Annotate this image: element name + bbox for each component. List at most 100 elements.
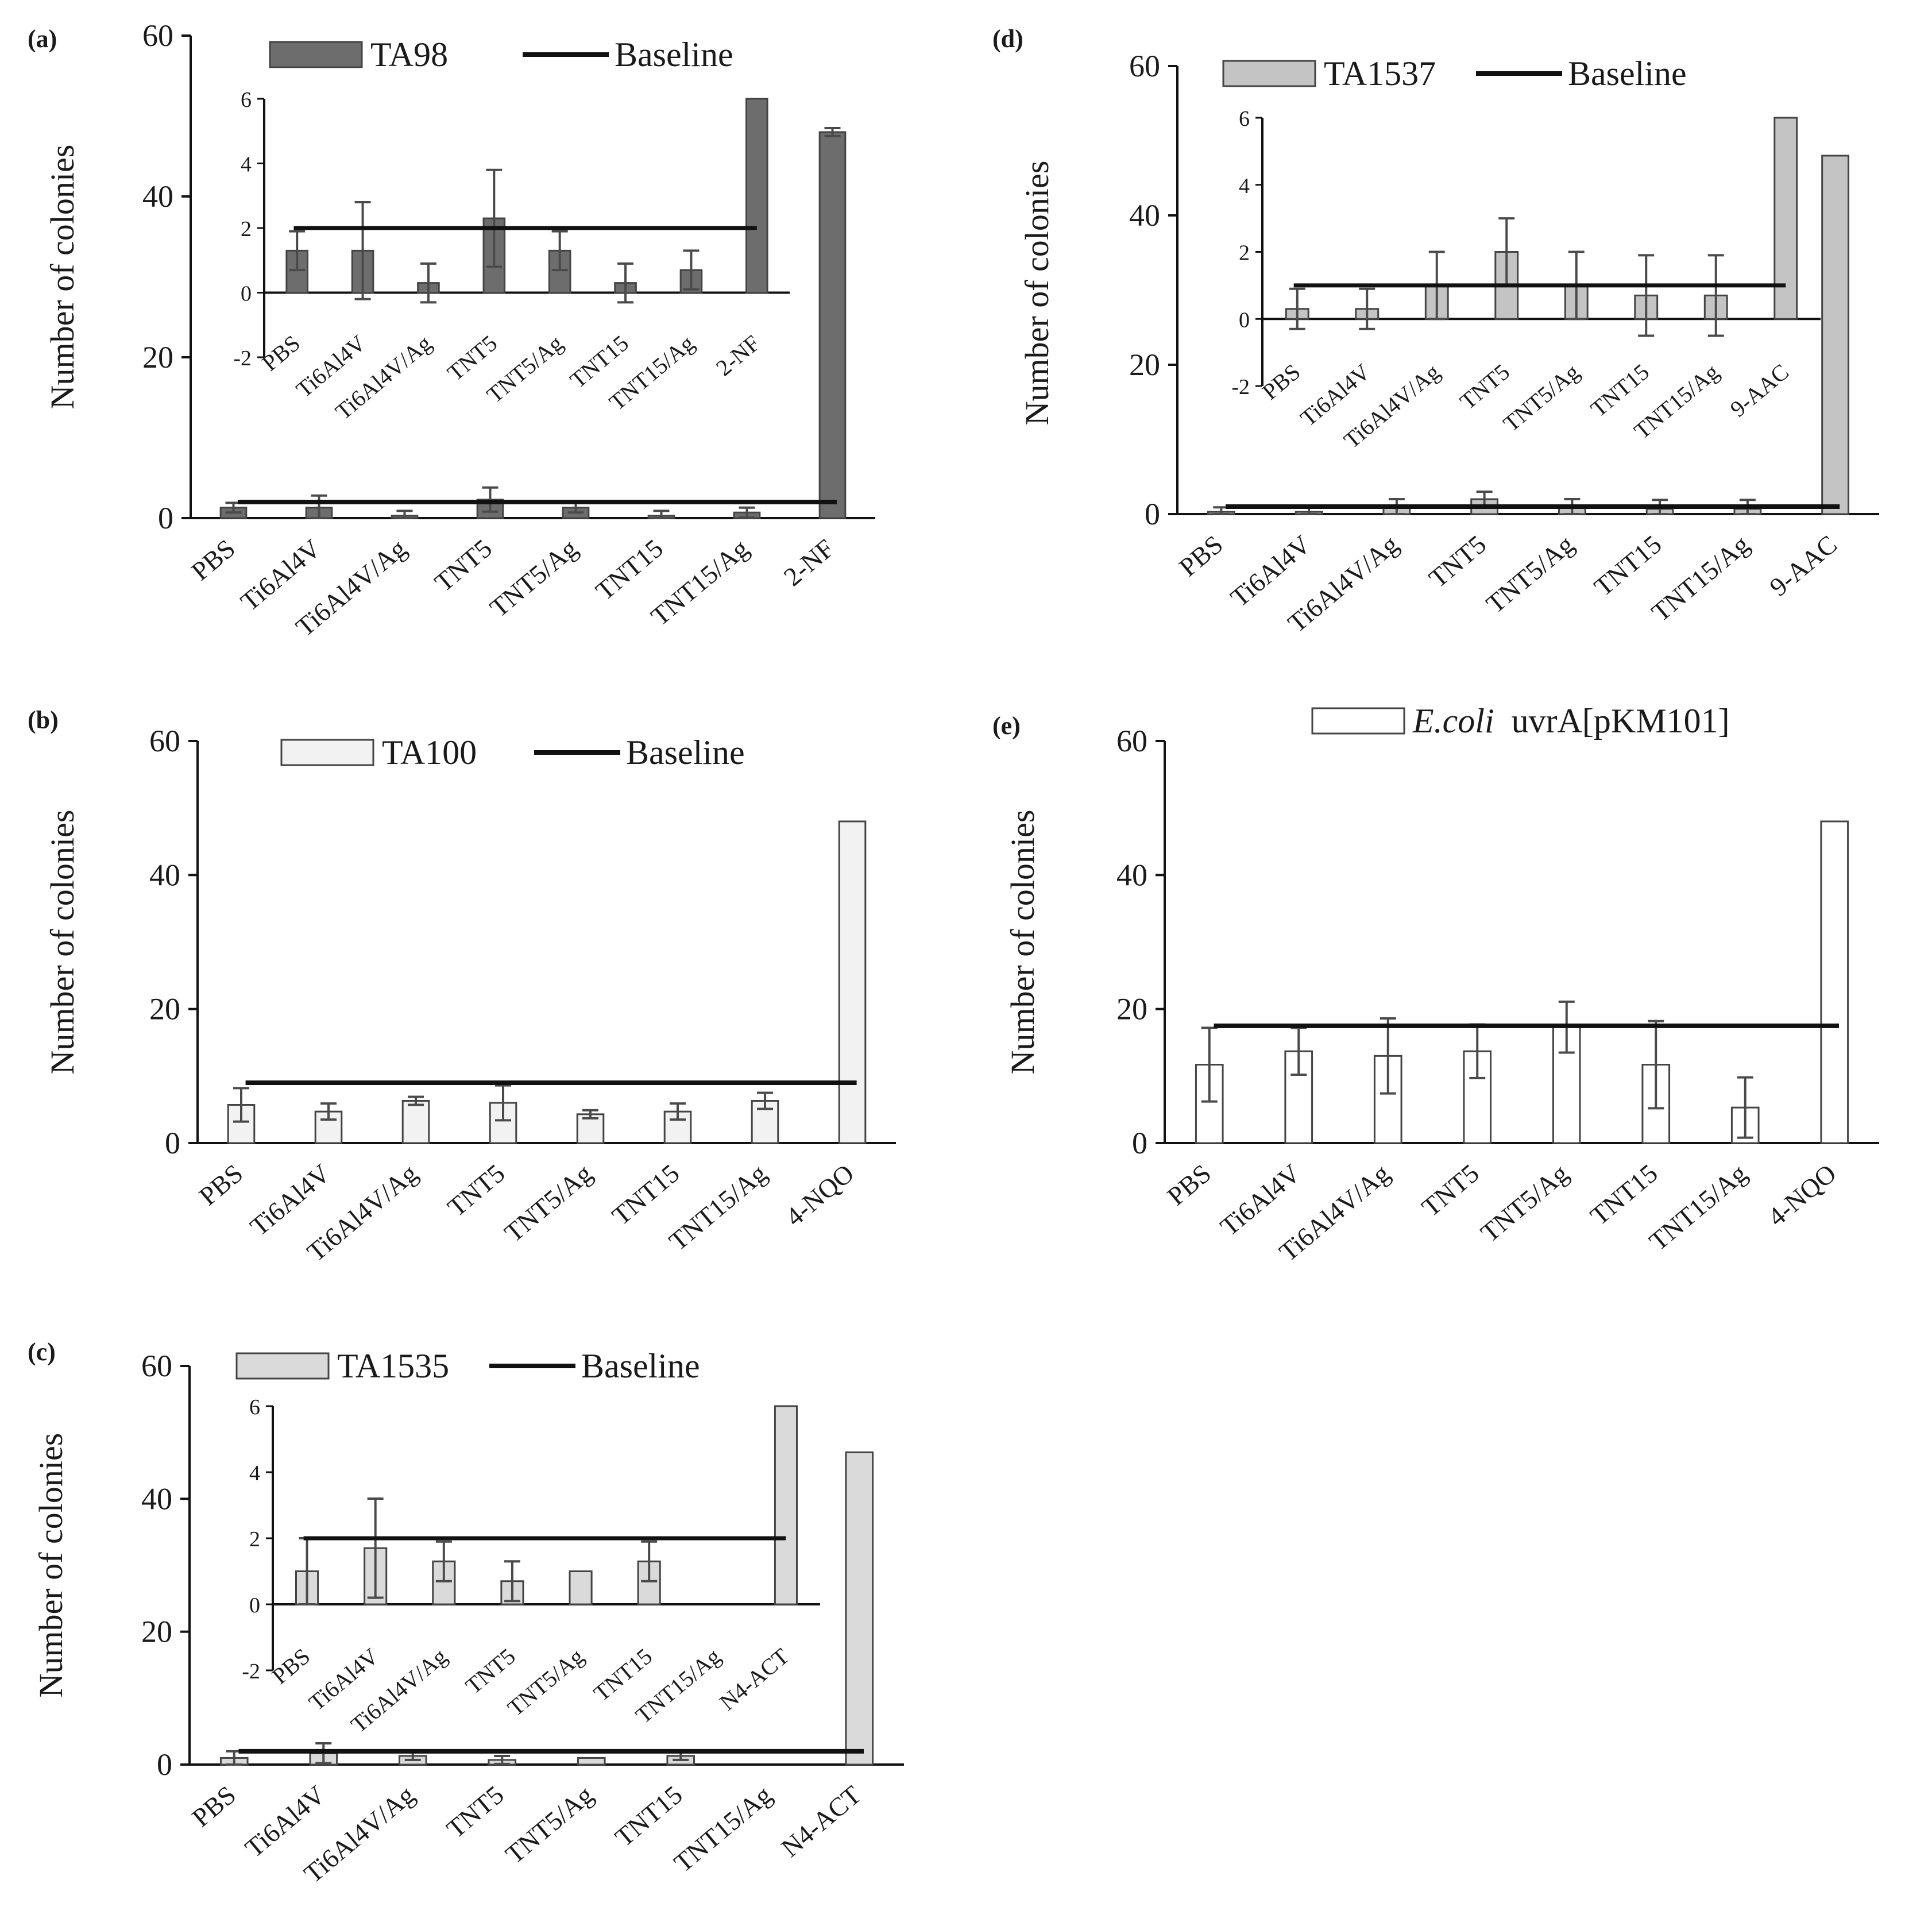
legend-series-label: TA100 — [382, 734, 477, 771]
x-tick-label: PBS — [186, 534, 240, 586]
legend-baseline-label: Baseline — [581, 1347, 700, 1385]
error-bar-Ti6Al4V/Ag — [408, 1095, 424, 1106]
legend-swatch — [280, 739, 374, 766]
y-tick-label: 40 — [142, 179, 173, 214]
x-tick-label: 4-NQO — [1762, 1159, 1841, 1232]
inset-error-bar-Ti6Al4V — [354, 201, 371, 300]
x-tick-label: TNT5/Ag — [484, 534, 583, 623]
error-bar-Ti6Al4V/Ag — [396, 509, 413, 519]
y-axis-label: Number of colonies — [32, 1433, 69, 1698]
inset-error-bar-Ti6Al4V — [367, 1497, 384, 1599]
inset-y-tick-label: 4 — [1239, 174, 1250, 198]
error-bar-TNT15/Ag — [757, 1091, 773, 1110]
legend-series-rest: uvrA[pKM101] — [1512, 702, 1730, 740]
legend-series-label: TA1535 — [337, 1347, 449, 1385]
x-tick-label: 9-AAC — [1764, 530, 1843, 602]
error-bar-TNT15 — [1648, 1020, 1664, 1110]
bar-2-NF — [818, 131, 847, 519]
legend-swatch — [235, 1352, 330, 1380]
legend-baseline-label: Baseline — [1568, 55, 1687, 92]
x-tick-label: TNT15/Ag — [1644, 1159, 1752, 1256]
y-axis-label: Number of colonies — [44, 810, 81, 1075]
legend: E.coli uvrA[pKM101] — [1311, 702, 1730, 740]
y-tick-label: 20 — [1129, 348, 1160, 382]
error-bar-TNT5 — [495, 1084, 511, 1122]
inset-y-tick-label: 2 — [241, 217, 252, 241]
y-tick-label: 60 — [142, 18, 173, 53]
y-tick-label: 0 — [165, 1126, 180, 1160]
inset-x-tick-label: 2-NF — [711, 330, 765, 381]
inset-y-tick-label: -2 — [233, 346, 252, 370]
y-tick-label: 20 — [142, 340, 173, 375]
error-bar-TNT5 — [494, 1754, 511, 1765]
inset-error-bar-Ti6Al4V — [1359, 287, 1375, 330]
x-tick-label: TNT15 — [609, 1780, 688, 1852]
legend: TA1535 Baseline — [235, 1347, 700, 1385]
inset-y-tick-label: 0 — [1239, 308, 1250, 332]
inset-error-bar-TNT15 — [641, 1540, 658, 1582]
x-tick-label: TNT15/Ag — [1646, 530, 1755, 627]
panel-label: (a) — [28, 25, 57, 53]
inset-y-tick-label: 4 — [241, 153, 252, 177]
inset-y-tick-label: 4 — [249, 1461, 260, 1485]
inset-x-tick-label: PBS — [1257, 358, 1305, 404]
error-bar-PBS — [233, 1087, 249, 1123]
legend-swatch — [1311, 707, 1405, 735]
inset-y-tick-label: 2 — [249, 1527, 260, 1551]
y-tick-label: 40 — [1129, 198, 1160, 233]
error-bar-TNT15/Ag — [1737, 1076, 1753, 1139]
inset-x-tick-label: N4-ACT — [714, 1643, 794, 1715]
inset-error-bar-TNT15 — [617, 262, 634, 304]
legend-swatch — [269, 41, 363, 68]
x-tick-label: TNT5/Ag — [499, 1159, 598, 1248]
x-tick-label: PBS — [187, 1780, 241, 1833]
error-bar-TNT5/Ag — [582, 1109, 598, 1120]
inset-error-bar-PBS — [289, 230, 306, 272]
legend: TA98 Baseline — [269, 36, 733, 74]
x-tick-label: TNT15 — [590, 534, 669, 606]
error-bar-TNT15/Ag — [739, 506, 755, 519]
error-bar-TNT15 — [653, 509, 670, 519]
y-tick-label: 0 — [158, 501, 173, 535]
bar-9-AAC — [1821, 155, 1850, 515]
y-tick-label: 40 — [141, 1481, 172, 1516]
x-tick-label: TNT5 — [441, 1780, 509, 1844]
legend-series-label: E.coli uvrA[pKM101] — [1412, 702, 1730, 740]
inset-error-bar-TNT15 — [1638, 254, 1655, 337]
inset-y-tick-label: -2 — [1231, 375, 1250, 399]
x-tick-label: 4-NQO — [780, 1159, 859, 1232]
legend: TA100 Baseline — [280, 734, 745, 771]
bar-N4-ACT — [845, 1451, 874, 1766]
x-tick-label: PBS — [194, 1159, 248, 1211]
y-tick-label: 60 — [141, 1349, 172, 1383]
x-tick-label: TNT15 — [1585, 1159, 1663, 1231]
y-tick-label: 20 — [141, 1615, 172, 1649]
inset-error-bar-PBS — [1289, 287, 1305, 330]
legend-baseline-label: Baseline — [626, 734, 745, 771]
y-tick-label: 40 — [149, 858, 180, 892]
bar-4-NQO — [838, 820, 867, 1144]
x-tick-label: TNT5 — [429, 534, 497, 597]
x-tick-label: TNT15 — [1589, 530, 1667, 602]
x-tick-label: TNT5/Ag — [1475, 1159, 1574, 1248]
x-tick-label: TNT5/Ag — [1481, 530, 1579, 619]
inset-error-bar-TNT5/Ag — [551, 230, 568, 272]
inset-y-tick-label: 6 — [1239, 107, 1250, 131]
y-axis-label: Number of colonies — [44, 145, 81, 410]
error-bar-Ti6Al4V — [311, 494, 327, 519]
inset-x-tick-label: TNT5 — [442, 330, 502, 385]
error-bar-2-NF — [824, 127, 841, 137]
y-axis-label: Number of colonies — [1018, 161, 1056, 426]
inset-error-bar-TNT5 — [504, 1560, 520, 1603]
x-tick-label: N4-ACT — [776, 1780, 867, 1863]
error-bar-Ti6Al4V — [320, 1102, 337, 1121]
x-tick-label: PBS — [1173, 530, 1228, 582]
x-tick-label: TNT5 — [442, 1159, 511, 1222]
